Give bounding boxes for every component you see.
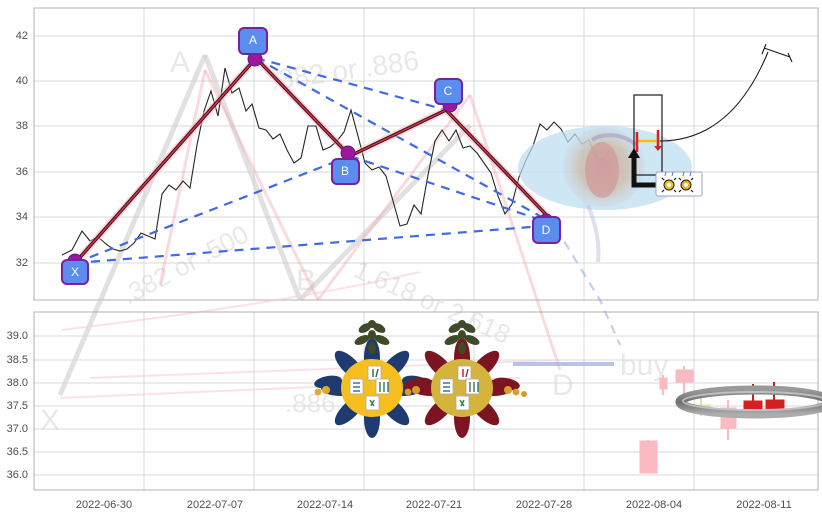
emblem-red <box>404 320 527 438</box>
candle <box>659 375 668 395</box>
pattern-node-x[interactable]: X <box>61 253 89 285</box>
y-tick: 39.0 <box>7 330 28 342</box>
price-line-upper <box>61 67 485 256</box>
y-tick: 37.5 <box>7 400 28 412</box>
grey-ring-overlay <box>675 385 822 419</box>
pattern-node-c[interactable]: C <box>434 78 463 113</box>
gear-icon <box>661 177 677 193</box>
pattern-node-d[interactable]: D <box>532 213 561 244</box>
x-tick: 2022-06-30 <box>76 499 132 511</box>
y-tick: 42 <box>16 30 28 42</box>
buy-signal-watermark: buy <box>620 349 668 382</box>
measurement-overlay <box>633 43 793 176</box>
x-tick: 2022-07-07 <box>187 499 243 511</box>
emblem-stem <box>354 320 390 354</box>
emblem-stem <box>444 320 480 354</box>
node-label: C <box>444 84 453 98</box>
cursor-arrow[interactable] <box>628 148 660 188</box>
candle <box>639 440 658 474</box>
node-label: B <box>341 164 349 178</box>
node-label: X <box>71 265 79 279</box>
y-tick: 36 <box>16 166 28 178</box>
measure-arrows <box>635 130 662 152</box>
focus-ellipse <box>518 126 692 263</box>
y-tick: 34 <box>16 211 28 223</box>
projection-lines <box>74 56 622 346</box>
upper-y-axis: 42 40 38 36 34 32 <box>16 30 28 269</box>
lower-y-axis: 39.0 38.5 38.0 37.5 37.0 36.5 36.0 <box>7 330 28 481</box>
y-tick: 32 <box>16 257 28 269</box>
pattern-legs <box>71 54 560 267</box>
x-axis-labels: 2022-06-30 2022-07-07 2022-07-14 2022-07… <box>76 499 792 511</box>
x-tick: 2022-07-28 <box>516 499 572 511</box>
ghost-letter-a: A <box>170 46 190 79</box>
x-tick: 2022-08-11 <box>736 499 791 511</box>
x-tick: 2022-07-14 <box>297 499 353 511</box>
pattern-node-a[interactable]: A <box>238 27 268 67</box>
x-tick: 2022-07-21 <box>406 499 462 511</box>
y-tick: 40 <box>16 75 28 87</box>
y-tick: 38 <box>16 120 28 132</box>
y-tick: 38.0 <box>7 377 28 389</box>
ghost-letter-d: D <box>552 369 574 402</box>
y-tick: 36.0 <box>7 469 28 481</box>
y-tick: 37.0 <box>7 423 28 435</box>
pattern-node-b[interactable]: B <box>331 145 360 185</box>
ghost-letter-b: B <box>296 264 316 297</box>
gear-icon <box>678 177 694 193</box>
y-tick: 36.5 <box>7 446 28 458</box>
candle <box>675 366 694 398</box>
y-tick: 38.5 <box>7 354 28 366</box>
node-label: A <box>249 33 257 47</box>
node-label: D <box>542 223 551 237</box>
gear-sticker-tooltip[interactable] <box>655 171 703 197</box>
x-tick: 2022-08-04 <box>626 499 682 511</box>
